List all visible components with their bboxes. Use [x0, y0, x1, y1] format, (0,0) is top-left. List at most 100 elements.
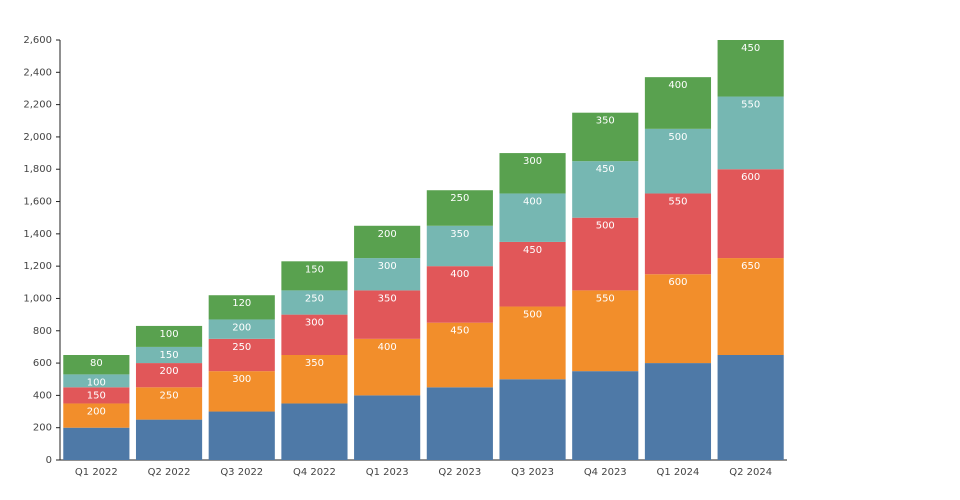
bar-segment	[572, 161, 639, 218]
data-label: 150	[87, 390, 106, 401]
y-tick-label: 2,600	[23, 35, 52, 46]
y-tick-label: 2,000	[23, 132, 52, 143]
bar-segment	[63, 355, 130, 375]
x-tick-label: Q2 2022	[148, 467, 191, 478]
bar-segment	[135, 346, 203, 364]
bar-segment	[426, 387, 493, 460]
data-label: 250	[160, 390, 179, 401]
x-tick-label: Q1 2024	[657, 467, 700, 478]
bar-segment	[499, 379, 566, 460]
data-label: 450	[450, 326, 469, 337]
bar-segment	[63, 374, 130, 388]
bar-segment	[499, 306, 566, 380]
bar-segment	[572, 217, 639, 291]
bar-segment	[644, 193, 712, 275]
x-tick-label: Q1 2022	[75, 467, 118, 478]
data-label: 100	[87, 377, 106, 388]
data-label: 400	[668, 80, 687, 91]
bar-segment	[208, 319, 275, 339]
data-label: 150	[305, 264, 324, 275]
bar-segment	[426, 190, 493, 226]
bar-segment	[426, 266, 493, 323]
data-label: 250	[232, 342, 251, 353]
x-tick-label: Q2 2023	[438, 467, 481, 478]
data-label: 300	[305, 318, 324, 329]
y-tick-label: 800	[33, 326, 52, 337]
bar-segment	[135, 387, 203, 420]
y-tick-label: 200	[33, 423, 52, 434]
data-label: 120	[232, 298, 251, 309]
data-label: 300	[523, 156, 542, 167]
data-label: 400	[450, 269, 469, 280]
x-tick-label: Q3 2023	[511, 467, 554, 478]
x-tick-label: Q2 2024	[729, 467, 772, 478]
x-tick-label: Q4 2022	[293, 467, 336, 478]
bar-segment	[281, 314, 348, 355]
bar-segment	[281, 355, 348, 404]
data-label: 500	[596, 221, 615, 232]
bar-segment	[135, 419, 203, 460]
bar-segment	[717, 355, 784, 460]
data-label: 80	[90, 358, 103, 369]
data-label: 350	[378, 293, 397, 304]
y-tick-label: 1,000	[23, 293, 52, 304]
bar-segment	[281, 403, 348, 460]
data-label: 450	[596, 164, 615, 175]
data-label: 200	[378, 229, 397, 240]
bar-segment	[63, 387, 130, 404]
data-label: 500	[668, 132, 687, 143]
bar-segment	[644, 274, 712, 364]
bar-segment	[354, 225, 421, 259]
data-label: 550	[668, 196, 687, 207]
bar-segment	[208, 295, 275, 320]
bar-segment	[717, 169, 784, 259]
bar-segment	[354, 395, 421, 460]
bar-segment	[281, 261, 348, 291]
bar-segment	[572, 290, 639, 372]
y-tick-label: 1,400	[23, 229, 52, 240]
bar-segment	[644, 77, 712, 129]
data-label: 350	[450, 229, 469, 240]
y-tick-label: 1,200	[23, 261, 52, 272]
bar-segment	[499, 241, 566, 307]
data-label: 250	[450, 193, 469, 204]
data-label: 550	[596, 293, 615, 304]
y-tick-label: 2,200	[23, 100, 52, 111]
bar-segment	[426, 225, 493, 267]
bar-segment	[63, 403, 130, 428]
bar-segment	[354, 338, 421, 396]
bar-segment	[208, 338, 275, 372]
data-label: 100	[160, 329, 179, 340]
y-tick-label: 600	[33, 358, 52, 369]
data-label: 350	[305, 358, 324, 369]
data-label: 300	[378, 261, 397, 272]
data-label: 600	[668, 277, 687, 288]
bar-segment	[572, 371, 639, 460]
bar-segment	[644, 128, 712, 194]
data-label: 300	[232, 374, 251, 385]
bar-segment	[717, 258, 784, 355]
bar-segment	[208, 411, 275, 460]
bar-segment	[499, 153, 566, 194]
y-tick-label: 2,400	[23, 67, 52, 78]
data-label: 400	[378, 342, 397, 353]
y-tick-label: 0	[46, 455, 52, 466]
data-label: 200	[160, 366, 179, 377]
data-label: 200	[232, 322, 251, 333]
data-label: 200	[87, 406, 106, 417]
bar-segment	[572, 112, 639, 162]
y-tick-label: 1,800	[23, 164, 52, 175]
bar-segment	[644, 363, 712, 460]
x-tick-label: Q4 2023	[584, 467, 627, 478]
data-label: 500	[523, 310, 542, 321]
bar-segment	[717, 40, 784, 97]
data-label: 450	[741, 43, 760, 54]
data-label: 150	[160, 350, 179, 361]
data-label: 400	[523, 196, 542, 207]
x-tick-label: Q3 2022	[220, 467, 263, 478]
data-label: 600	[741, 172, 760, 183]
bar-segment	[281, 290, 348, 315]
y-tick-label: 400	[33, 390, 52, 401]
bar-segment	[717, 96, 784, 170]
